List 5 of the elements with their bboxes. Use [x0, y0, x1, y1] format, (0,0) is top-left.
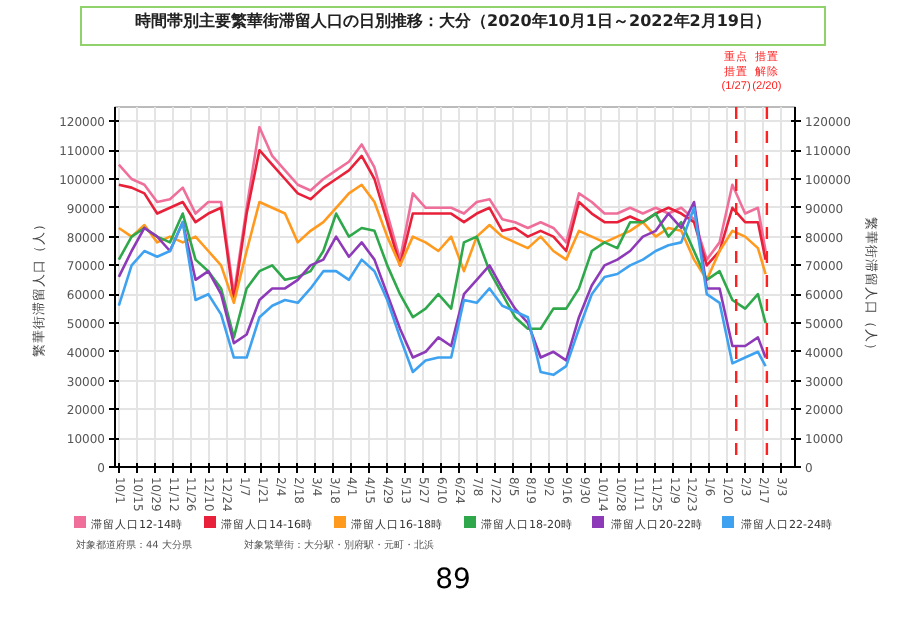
text: 89 [435, 562, 471, 600]
line-series [117, 212, 767, 339]
chart-title: 時間帯別主要繁華街滞留人口の日別推移：大分（2020年10月1日～2022年2月19日） [135, 10, 771, 34]
line-series [117, 148, 767, 302]
line-series [117, 183, 767, 305]
